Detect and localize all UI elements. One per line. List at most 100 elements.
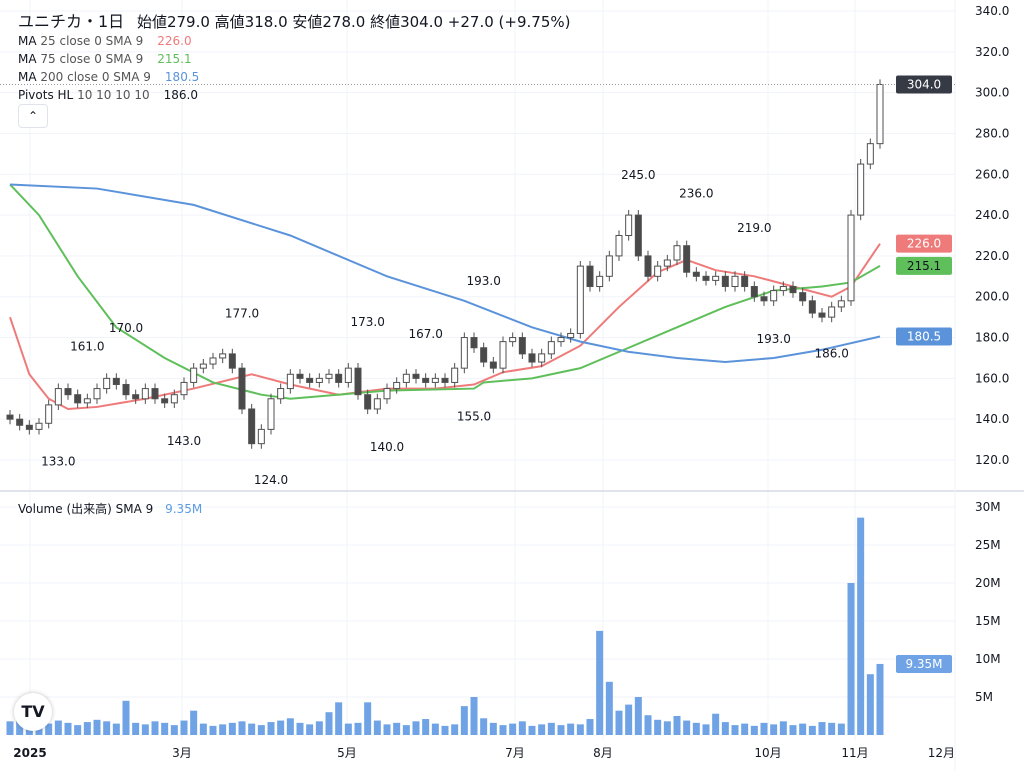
volume-bar (596, 630, 604, 735)
volume-bar (499, 725, 507, 735)
candle (586, 261, 594, 292)
price-tick-label: 120.0 (975, 453, 1009, 467)
volume-bar (122, 700, 130, 735)
candle (248, 403, 256, 449)
logo-text: TV (21, 702, 45, 721)
time-axis-label: 10月 (754, 746, 781, 760)
price-tick-label: 300.0 (975, 86, 1009, 100)
candle-body (770, 290, 778, 302)
candle-body (567, 332, 575, 339)
volume-bar (828, 722, 836, 735)
candle-body (760, 296, 768, 302)
candle-body (335, 373, 343, 383)
volume-bar (306, 724, 314, 735)
candle-body (364, 394, 372, 410)
symbol-title[interactable]: ユニチカ・1日 (18, 12, 125, 31)
candle (808, 295, 816, 319)
volume-bar (422, 719, 430, 735)
volume-bar (54, 720, 62, 735)
volume-bar (248, 723, 256, 735)
candle (596, 271, 604, 292)
volume-bar (64, 722, 72, 735)
candle (499, 336, 507, 374)
volume-tick-label: 15M (975, 614, 1001, 628)
indicator-row[interactable]: MA 75 close 0 SMA 9 215.1 (18, 50, 570, 68)
volume-bar (760, 722, 768, 735)
candle-body (847, 214, 855, 302)
candle (567, 328, 575, 343)
pivot-label: 245.0 (621, 168, 655, 182)
volume-bar (876, 663, 884, 735)
indicator-name: MA (18, 34, 37, 48)
candle-body (837, 300, 845, 308)
candle-body (451, 367, 459, 383)
volume-last-tag-bg (896, 654, 952, 673)
candle (267, 393, 275, 435)
volume-bar (741, 723, 749, 735)
candle-body (315, 377, 323, 383)
candle-body (663, 259, 671, 267)
indicator-row[interactable]: MA 25 close 0 SMA 9 226.0 (18, 32, 570, 50)
volume-bar (170, 725, 178, 735)
candle (547, 336, 555, 359)
volume-bar (364, 702, 372, 735)
pivot-label: 155.0 (457, 410, 491, 424)
candle-body (499, 341, 507, 369)
indicator-params: 10 10 10 10 (77, 88, 150, 102)
candle-body (199, 363, 207, 369)
volume-bar (509, 723, 517, 735)
volume-bar (335, 702, 343, 735)
volume-bar (721, 722, 729, 735)
candle (209, 352, 217, 370)
candle-body (6, 414, 14, 420)
volume-tick-label: 20M (975, 576, 1001, 590)
pivot-label: 219.0 (737, 221, 771, 235)
ma75-price-tag: 215.1 (907, 259, 941, 273)
volume-bar (866, 674, 874, 735)
time-axis-label: 11月 (841, 746, 868, 760)
candle-body (161, 398, 169, 404)
volume-bar (267, 722, 275, 735)
candle (489, 356, 497, 374)
volume-bar (847, 583, 855, 735)
candle (451, 363, 459, 388)
candle-body (103, 377, 111, 390)
collapse-legend-button[interactable]: ⌃ (18, 104, 48, 128)
candle (286, 369, 294, 394)
candle (64, 383, 72, 400)
candle-body (615, 235, 623, 257)
tradingview-logo[interactable]: TV (14, 693, 52, 731)
price-tick-label: 240.0 (975, 208, 1009, 222)
indicator-name: MA (18, 52, 37, 66)
candle (663, 254, 671, 272)
candle-body (35, 422, 43, 430)
candle (103, 373, 111, 394)
pivot-label: 193.0 (466, 274, 500, 288)
volume-tick-label: 30M (975, 500, 1001, 514)
candle (354, 363, 362, 400)
candle-body (538, 353, 546, 363)
volume-bar (83, 722, 91, 735)
candle (412, 369, 420, 384)
volume-bar (460, 706, 468, 735)
candle (750, 281, 758, 302)
volume-tick-label: 10M (975, 652, 1001, 666)
pivot-label: 236.0 (679, 186, 713, 200)
pivot-label: 177.0 (225, 307, 259, 321)
candle-body (132, 394, 140, 400)
volume-bar (315, 721, 323, 735)
candle (74, 389, 82, 408)
volume-params: SMA 9 (115, 502, 154, 516)
candle (779, 281, 787, 296)
indicator-row[interactable]: MA 200 close 0 SMA 9 180.5 (18, 68, 570, 86)
candle-body (876, 83, 884, 145)
volume-bar (45, 723, 53, 735)
candle-body (460, 337, 468, 369)
time-axis-label: 2025 (13, 746, 46, 760)
volume-bar (141, 724, 149, 735)
indicator-row[interactable]: Pivots HL 10 10 10 10 186.0 (18, 86, 570, 104)
ma25-price-tag: 226.0 (907, 237, 941, 251)
candle (557, 332, 565, 347)
candle (383, 383, 391, 404)
